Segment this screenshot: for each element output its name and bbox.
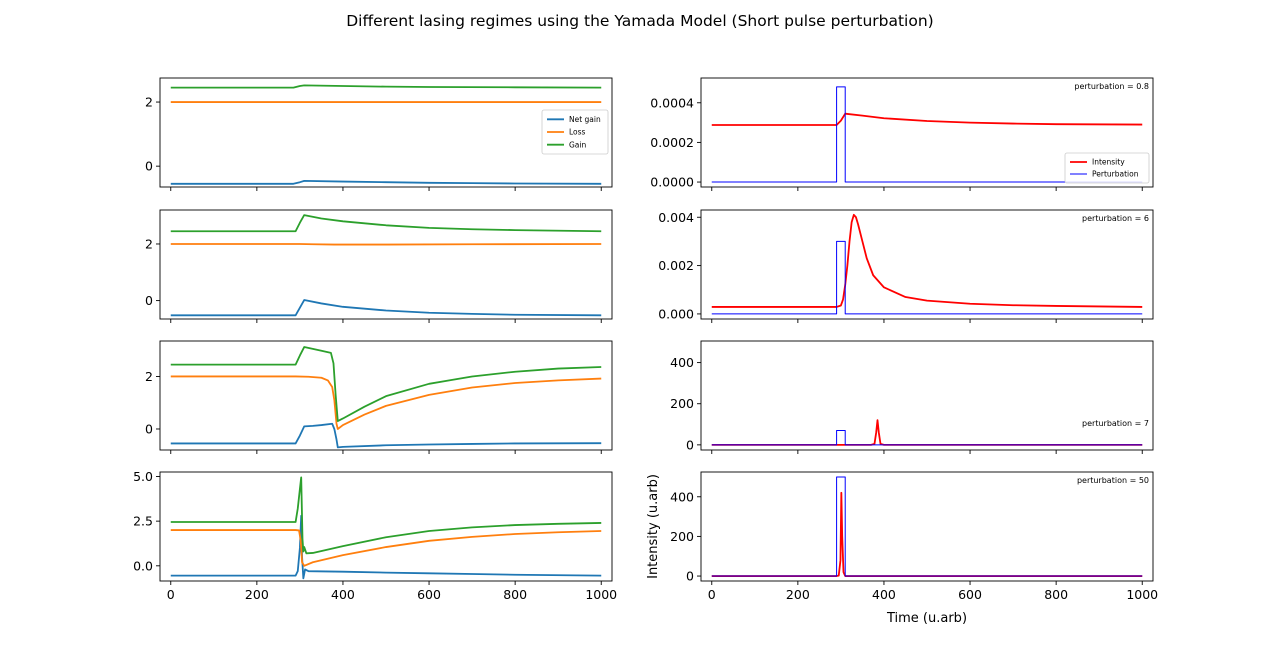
- y-tick-label: 0.0000: [650, 175, 694, 190]
- series-line-loss: [170, 529, 602, 567]
- x-tick-label: 800: [503, 587, 527, 602]
- axes-frame: [159, 340, 613, 451]
- x-tick-label: 1000: [1126, 587, 1158, 602]
- subplot-right-1: 0.0000 0.0002 0.0004 perturbation = 0.8 Inte…: [650, 77, 1154, 191]
- y-tick-label: 2.5: [133, 514, 153, 529]
- x-tick-label: 200: [786, 587, 810, 602]
- y-axis-label: Intensity (u.arb): [646, 474, 661, 579]
- series-line-loss: [170, 243, 602, 246]
- series-line-intensity: [711, 213, 1143, 308]
- axes-frame: [159, 209, 613, 320]
- y-tick-label: 0.0004: [650, 95, 694, 110]
- series-line-net-gain: [170, 422, 602, 449]
- axes-frame: [159, 471, 613, 582]
- legend: Net gain Loss Gain: [541, 109, 609, 155]
- series-line-net-gain: [170, 299, 602, 317]
- y-tick-label: 0: [686, 437, 694, 452]
- y-tick-label: 200: [670, 396, 694, 411]
- y-tick-label: 2: [145, 95, 153, 110]
- x-axis-label: Time (u.arb): [886, 611, 967, 626]
- series-line-net-gain: [170, 514, 602, 580]
- x-tick-label: 600: [417, 587, 441, 602]
- y-tick-label: 0.002: [658, 258, 694, 273]
- series-line-perturbation: [711, 476, 1143, 577]
- y-tick-label: 0: [145, 421, 153, 436]
- subplot-left-2: 02: [145, 209, 613, 323]
- series-line-perturbation: [711, 240, 1143, 315]
- x-tick-label: 0: [167, 587, 175, 602]
- x-tick-label: 0: [708, 587, 716, 602]
- x-tick-label: 400: [331, 587, 355, 602]
- y-tick-label: 400: [670, 489, 694, 504]
- figure-title: Different lasing regimes using the Yamad…: [346, 12, 933, 30]
- series-line-intensity: [711, 491, 1143, 577]
- x-tick-label: 800: [1044, 587, 1068, 602]
- axes-frame: [159, 77, 613, 188]
- legend-entry: Net gain: [569, 115, 601, 124]
- series-line-gain: [170, 214, 602, 233]
- x-tick-label: 200: [245, 587, 269, 602]
- legend-entry: Intensity: [1092, 158, 1125, 167]
- subplot-left-3: 02: [145, 340, 613, 454]
- axes-frame: [700, 209, 1154, 320]
- y-tick-label: 0: [145, 159, 153, 174]
- subplot-left-1: 0 2 Net gain Loss Gain: [145, 77, 613, 191]
- y-tick-label: 0: [145, 293, 153, 308]
- y-tick-label: 200: [670, 529, 694, 544]
- series-line-gain: [170, 346, 602, 423]
- subplot-right-2: 0.000 0.002 0.004 perturbation = 6: [658, 209, 1154, 323]
- subplot-left-4: 0.0 2.5 5.0 0 200 400 600 800 1000: [133, 469, 617, 602]
- subplot-right-4: 0 200 400 0 200 400 600 800 1000 Time (u.arb) Inte…: [646, 471, 1158, 626]
- y-tick-label: 0.004: [658, 210, 694, 225]
- legend-entry: Gain: [569, 140, 586, 149]
- x-tick-label: 400: [872, 587, 896, 602]
- axes-frame: [700, 340, 1154, 451]
- x-tick-label: 1000: [585, 587, 617, 602]
- y-tick-label: 2: [145, 236, 153, 251]
- series-line-loss: [170, 375, 602, 430]
- y-tick-label: 400: [670, 355, 694, 370]
- axes-frame: [700, 77, 1154, 188]
- x-tick-label: 600: [958, 587, 982, 602]
- legend-entry: Perturbation: [1092, 170, 1139, 179]
- series-line-perturbation: [711, 429, 1143, 446]
- perturbation-annotation: perturbation = 50: [1077, 476, 1149, 485]
- series-line-intensity: [711, 112, 1143, 126]
- series-line-net-gain: [170, 180, 602, 185]
- y-tick-label: 0.0: [133, 558, 153, 573]
- legend: Intensity Perturbation: [1064, 152, 1150, 184]
- y-tick-label: 2: [145, 369, 153, 384]
- y-tick-label: 0.0002: [650, 135, 694, 150]
- y-tick-label: 0: [686, 569, 694, 584]
- perturbation-annotation: perturbation = 7: [1082, 419, 1149, 428]
- y-tick-label: 0.000: [658, 306, 694, 321]
- y-tick-label: 5.0: [133, 469, 153, 484]
- series-line-gain: [170, 476, 602, 555]
- perturbation-annotation: perturbation = 6: [1082, 214, 1149, 223]
- series-line-perturbation: [711, 86, 1143, 183]
- legend-entry: Loss: [569, 128, 586, 137]
- subplot-right-3: 0 200 400 perturbation = 7: [670, 340, 1154, 454]
- legend-frame: [541, 109, 609, 155]
- axes-frame: [700, 471, 1154, 582]
- legend-frame: [1064, 152, 1150, 184]
- series-line-gain: [170, 84, 602, 89]
- perturbation-annotation: perturbation = 0.8: [1074, 82, 1149, 91]
